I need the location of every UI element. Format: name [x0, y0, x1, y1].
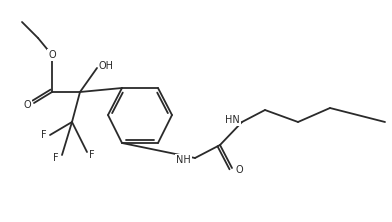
Text: OH: OH [99, 61, 114, 71]
Text: O: O [48, 50, 56, 60]
Text: F: F [42, 130, 47, 140]
Text: F: F [53, 153, 59, 163]
Text: O: O [24, 100, 31, 110]
Text: F: F [89, 150, 94, 160]
Text: HN: HN [225, 115, 240, 125]
Text: O: O [236, 165, 243, 175]
Text: NH: NH [176, 155, 191, 165]
